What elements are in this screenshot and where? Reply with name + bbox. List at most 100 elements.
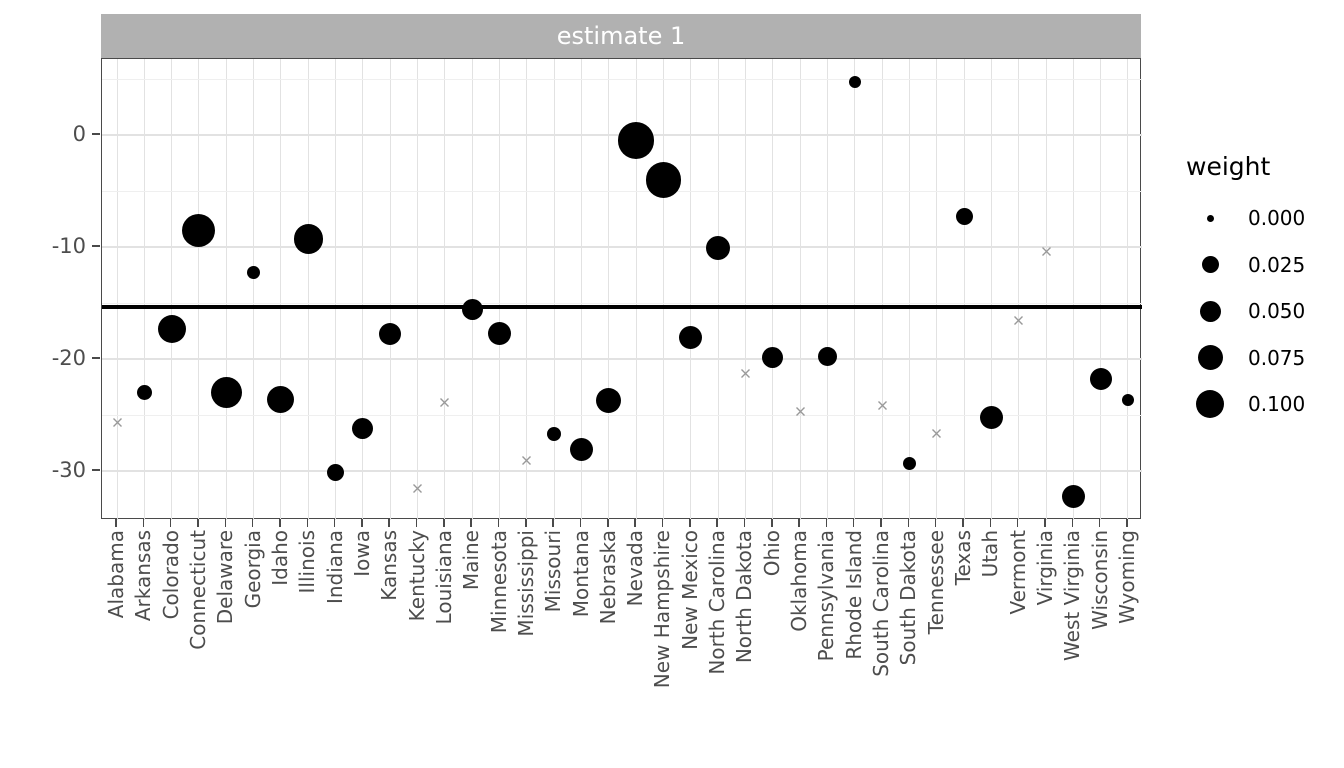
legend-symbol-circle bbox=[1199, 300, 1221, 322]
data-point-circle bbox=[570, 438, 593, 462]
x-tick-mark bbox=[634, 519, 636, 527]
gridline-x bbox=[799, 59, 801, 520]
data-point-circle bbox=[617, 122, 655, 159]
x-axis-label: Colorado bbox=[158, 530, 183, 620]
gridline-x bbox=[116, 59, 118, 520]
gridline-x bbox=[717, 59, 719, 520]
legend-label: 0.000 bbox=[1248, 206, 1306, 230]
x-tick-mark bbox=[579, 519, 582, 527]
data-point-circle bbox=[817, 347, 837, 367]
x-tick-mark bbox=[989, 519, 992, 527]
data-point-circle bbox=[902, 456, 916, 470]
data-point-circle bbox=[1061, 485, 1085, 509]
x-tick-mark bbox=[224, 519, 227, 527]
x-tick-mark bbox=[552, 519, 554, 527]
y-axis-label: 0 bbox=[72, 122, 86, 146]
data-point-cross bbox=[931, 424, 942, 439]
gridline-x bbox=[307, 59, 309, 520]
gridline-x bbox=[253, 59, 255, 520]
gridline-x bbox=[936, 59, 938, 520]
x-tick-mark bbox=[689, 519, 691, 527]
gridline-x bbox=[826, 59, 828, 520]
y-tick-mark bbox=[92, 469, 100, 471]
y-tick-mark bbox=[92, 245, 100, 247]
gridline-x bbox=[471, 59, 473, 520]
gridline-major-y bbox=[102, 470, 1142, 472]
x-tick-mark bbox=[1098, 519, 1101, 527]
gridline-x bbox=[635, 59, 637, 520]
x-tick-mark bbox=[279, 519, 281, 527]
data-point-circle bbox=[327, 463, 345, 481]
x-tick-mark bbox=[880, 519, 882, 527]
x-axis-label: Indiana bbox=[322, 530, 347, 605]
gridline-x bbox=[1045, 59, 1047, 520]
gridline-x bbox=[171, 59, 173, 520]
data-point-cross bbox=[521, 451, 532, 465]
data-point-circle bbox=[955, 208, 973, 226]
x-axis-label: Delaware bbox=[213, 530, 238, 625]
x-tick-mark bbox=[1126, 519, 1128, 527]
gridline-minor-y bbox=[102, 302, 1142, 304]
legend-label: 0.025 bbox=[1248, 252, 1306, 277]
x-tick-mark bbox=[497, 519, 500, 527]
gridline-minor-y bbox=[102, 78, 1142, 80]
gridline-x bbox=[581, 59, 582, 520]
x-axis-label: Mississippi bbox=[513, 530, 538, 637]
x-axis-label: Alabama bbox=[104, 530, 128, 619]
x-tick-mark bbox=[525, 519, 527, 527]
x-axis-label: New Mexico bbox=[677, 530, 702, 650]
legend-label: 0.050 bbox=[1248, 299, 1306, 323]
reference-line bbox=[102, 305, 1142, 310]
y-axis-label: -30 bbox=[51, 458, 86, 482]
x-axis-label: Iowa bbox=[349, 530, 374, 577]
x-tick-mark bbox=[142, 519, 145, 527]
x-axis-label: Nevada bbox=[623, 530, 648, 607]
x-axis-label: North Carolina bbox=[705, 530, 730, 675]
data-point-circle bbox=[352, 417, 374, 439]
x-tick-mark bbox=[962, 519, 964, 527]
gridline-x bbox=[1072, 59, 1074, 520]
x-axis-label: Nebraska bbox=[595, 530, 620, 625]
x-tick-mark bbox=[470, 519, 472, 527]
gridline-x bbox=[608, 59, 610, 520]
gridline-x bbox=[280, 59, 282, 520]
x-tick-mark bbox=[251, 519, 254, 527]
x-axis-label: Maine bbox=[459, 530, 484, 591]
data-point-circle bbox=[1089, 368, 1112, 391]
x-axis-label: Vermont bbox=[1005, 530, 1030, 615]
data-point-circle bbox=[247, 266, 261, 280]
x-axis-label: Ohio bbox=[759, 530, 784, 577]
legend-label: 0.075 bbox=[1248, 345, 1306, 370]
data-point-circle bbox=[848, 76, 861, 89]
y-tick-mark bbox=[92, 133, 100, 135]
gridline-x bbox=[499, 59, 501, 520]
x-axis-label: Pennsylvania bbox=[814, 530, 839, 662]
data-point-circle bbox=[157, 314, 186, 343]
data-point-cross bbox=[412, 479, 423, 493]
gridline-minor-y bbox=[102, 414, 1142, 416]
gridline-x bbox=[362, 59, 364, 520]
data-point-circle bbox=[293, 224, 324, 254]
gridline-x bbox=[1100, 59, 1102, 520]
data-point-circle bbox=[1121, 394, 1134, 407]
y-axis-label: -20 bbox=[51, 346, 86, 370]
gridline-x bbox=[772, 59, 774, 520]
x-tick-mark bbox=[361, 519, 363, 527]
facet-strip-label: estimate 1 bbox=[556, 22, 686, 50]
data-point-circle bbox=[596, 387, 622, 413]
gridline-x bbox=[389, 59, 391, 520]
gridline-x bbox=[198, 59, 200, 520]
x-tick-mark bbox=[333, 519, 336, 527]
gridline-x bbox=[881, 59, 883, 520]
x-tick-mark bbox=[771, 519, 773, 527]
data-point-circle bbox=[267, 385, 295, 413]
gridline-major-y bbox=[102, 358, 1142, 360]
data-point-cross bbox=[1041, 242, 1052, 256]
data-point-cross bbox=[740, 364, 751, 378]
x-axis-label: West Virginia bbox=[1060, 530, 1085, 661]
x-axis-label: Georgia bbox=[240, 530, 265, 609]
data-point-cross bbox=[1013, 311, 1024, 325]
x-axis-label: Utah bbox=[978, 530, 1003, 578]
gridline-x bbox=[1018, 59, 1020, 520]
